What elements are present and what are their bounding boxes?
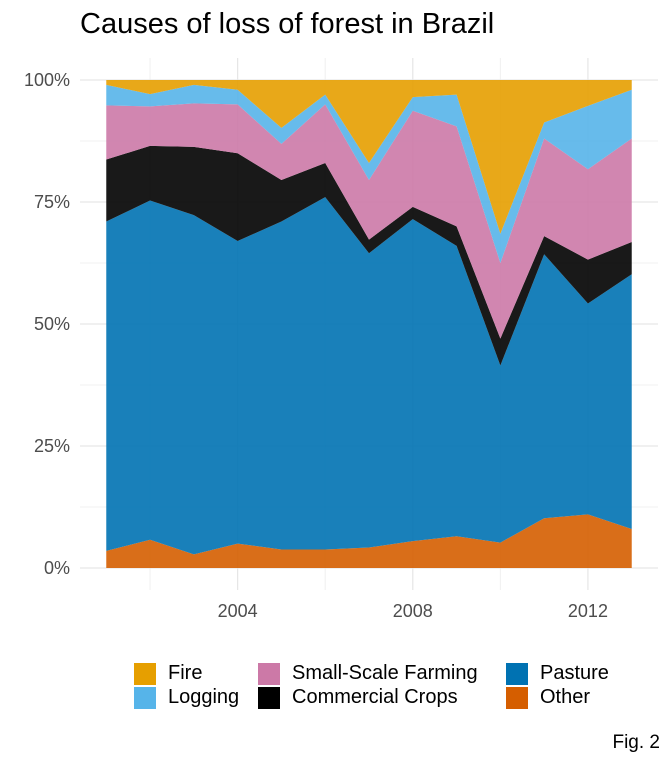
area-other [106, 514, 632, 568]
y-tick-label: 75% [34, 192, 70, 212]
legend-item-pasture: Pasture [506, 662, 646, 685]
legend: Fire Small-Scale Farming Pasture Logging Com… [134, 662, 646, 709]
legend-swatch [258, 686, 280, 709]
legend-swatch [506, 662, 528, 685]
legend-label: Commercial Crops [292, 686, 458, 708]
legend-label: Small-Scale Farming [292, 662, 478, 684]
area-pasture [106, 197, 632, 555]
legend-item-logging: Logging [134, 686, 258, 709]
chart-title: Causes of loss of forest in Brazil [80, 8, 495, 40]
x-tick-label: 2008 [393, 601, 433, 621]
stacked-area-chart: 0% 25% 50% 75% 100% 2004 2008 2012 [24, 58, 658, 621]
legend-label: Other [540, 686, 591, 708]
legend-label: Pasture [540, 662, 609, 684]
area-series-group [106, 80, 632, 568]
legend-swatch [506, 686, 528, 709]
y-tick-label: 25% [34, 436, 70, 456]
x-axis: 2004 2008 2012 [218, 601, 608, 621]
legend-swatch [134, 662, 156, 685]
area-fire [106, 80, 632, 234]
legend-label: Logging [168, 686, 240, 708]
legend-item-other: Other [506, 686, 646, 709]
y-tick-label: 100% [24, 70, 70, 90]
y-tick-label: 0% [44, 558, 70, 578]
area-logging [106, 84, 632, 263]
x-tick-label: 2012 [568, 601, 608, 621]
y-axis: 0% 25% 50% 75% 100% [24, 70, 70, 578]
legend-swatch [134, 686, 156, 709]
legend-item-fire: Fire [134, 662, 258, 685]
legend-label: Fire [168, 662, 203, 684]
area-small-scale-farming [106, 103, 632, 339]
y-tick-label: 50% [34, 314, 70, 334]
area-commercial-crops [106, 145, 632, 366]
x-tick-label: 2004 [218, 601, 258, 621]
legend-item-small-scale-farming: Small-Scale Farming [258, 662, 506, 685]
figure-caption: Fig. 2 [612, 732, 660, 753]
legend-swatch [258, 662, 280, 685]
legend-item-commercial-crops: Commercial Crops [258, 686, 506, 709]
